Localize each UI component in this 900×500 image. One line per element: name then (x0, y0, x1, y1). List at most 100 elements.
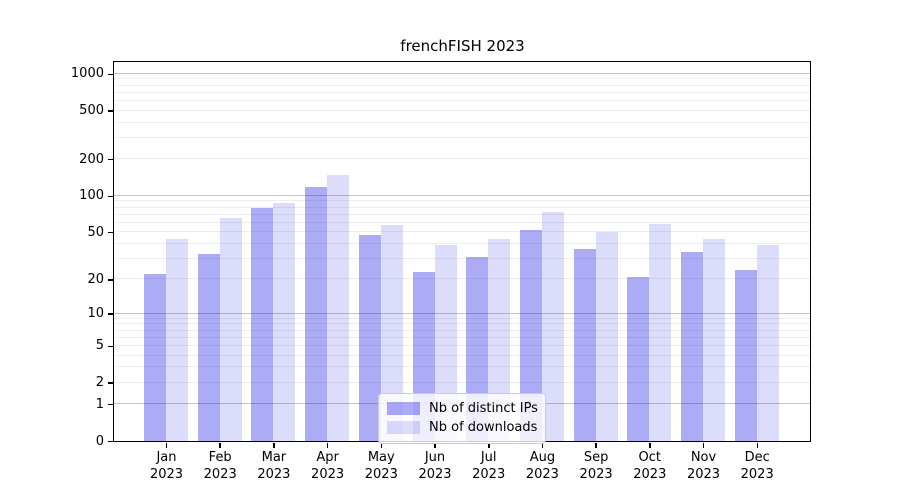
x-tick-label-sep: Sep 2023 (579, 450, 613, 482)
bar-distinct-ips-apr (305, 186, 328, 441)
y-tick-mark-50 (108, 231, 113, 234)
y-tick-mark-200 (108, 158, 113, 161)
y-tick-mark-1000 (108, 73, 113, 76)
x-tick-label-jun: Jun 2023 (418, 450, 452, 482)
gridline-minor-200 (114, 158, 810, 160)
legend-item-downloads: Nb of downloads (387, 418, 537, 437)
gridline-minor-600 (114, 100, 810, 101)
gridline-minor-30 (114, 257, 810, 259)
x-tick-label-jul: Jul 2023 (472, 450, 506, 482)
gridline-minor-700 (114, 91, 810, 93)
bar-downloads-apr (327, 175, 350, 441)
y-tick-label-500: 500 (79, 103, 104, 119)
gridline-minor-20 (114, 278, 810, 280)
y-tick-mark-1 (108, 403, 113, 406)
x-tick-mark-nov (702, 443, 705, 448)
gridline-minor-4 (114, 354, 810, 356)
legend-label-distinct-ips: Nb of distinct IPs (429, 400, 538, 416)
y-tick-mark-20 (108, 279, 113, 281)
y-tick-mark-10 (108, 313, 113, 315)
gridline-minor-70 (114, 213, 810, 215)
bar-downloads-sep (595, 232, 618, 441)
gridline-major-1000 (114, 72, 810, 74)
bar-downloads-may (380, 225, 403, 441)
gridline-minor-90 (114, 200, 810, 202)
bar-distinct-ips-jan (144, 274, 166, 441)
y-tick-mark-100 (108, 195, 113, 197)
gridline-major-100 (114, 194, 810, 196)
bar-downloads-dec (756, 245, 779, 441)
x-tick-label-jan: Jan 2023 (149, 450, 184, 482)
y-tick-label-0: 0 (95, 433, 104, 449)
y-tick-label-1: 1 (95, 396, 104, 412)
x-tick-mark-sep (595, 443, 597, 448)
legend-swatch-downloads-icon (387, 421, 420, 434)
y-tick-label-10: 10 (87, 306, 104, 322)
gridline-minor-60 (114, 221, 810, 223)
legend-swatch-distinct-ips-icon (387, 402, 420, 415)
x-tick-label-feb: Feb 2023 (203, 450, 237, 482)
gridline-minor-2 (114, 381, 810, 383)
bar-downloads-jan (166, 238, 188, 441)
x-tick-mark-mar (273, 443, 275, 448)
chart-title: frenchFISH 2023 (400, 37, 525, 55)
gridline-minor-8 (114, 323, 810, 325)
plot-area: Nb of distinct IPs Nb of downloads (113, 61, 811, 444)
x-tick-mark-jul (488, 443, 490, 448)
gridline-minor-800 (114, 84, 810, 86)
x-tick-label-may: May 2023 (364, 450, 398, 482)
y-tick-mark-500 (108, 110, 113, 112)
bar-downloads-oct (649, 224, 672, 441)
bar-distinct-ips-mar (251, 207, 274, 441)
gridline-minor-9 (114, 317, 810, 319)
gridline-minor-40 (114, 242, 810, 244)
x-tick-label-apr: Apr 2023 (311, 450, 345, 482)
x-tick-mark-dec (756, 443, 758, 448)
gridline-minor-50 (114, 231, 810, 233)
gridline-minor-300 (114, 136, 810, 138)
bar-downloads-mar (273, 202, 296, 441)
bar-downloads-jun (434, 245, 457, 441)
y-tick-label-5: 5 (95, 338, 104, 354)
y-tick-label-1000: 1000 (70, 66, 104, 82)
x-tick-label-mar: Mar 2023 (257, 450, 291, 482)
gridline-minor-7 (114, 329, 810, 331)
bar-distinct-ips-nov (681, 252, 703, 441)
y-tick-mark-0 (108, 440, 113, 443)
x-tick-mark-apr (326, 443, 329, 448)
y-tick-mark-2 (108, 382, 113, 384)
x-tick-mark-may (380, 443, 383, 448)
bar-distinct-ips-aug (519, 230, 542, 441)
bar-distinct-ips-dec (734, 269, 757, 441)
x-tick-label-dec: Dec 2023 (740, 450, 774, 482)
x-tick-label-oct: Oct 2023 (633, 450, 667, 482)
x-tick-mark-feb (219, 443, 221, 448)
y-tick-label-200: 200 (79, 151, 104, 167)
bar-distinct-ips-oct (627, 276, 650, 441)
y-tick-mark-5 (108, 345, 113, 347)
x-tick-mark-aug (541, 443, 544, 448)
bar-downloads-jul (488, 238, 511, 441)
gridline-minor-5 (114, 344, 810, 346)
gridline-major-10 (114, 312, 810, 314)
x-tick-label-nov: Nov 2023 (686, 450, 721, 482)
bar-distinct-ips-sep (573, 249, 596, 441)
bar-downloads-feb (219, 218, 242, 441)
legend-item-distinct-ips: Nb of distinct IPs (387, 399, 538, 418)
bar-distinct-ips-may (358, 235, 381, 441)
gridline-minor-400 (114, 121, 810, 123)
legend-label-downloads: Nb of downloads (429, 419, 538, 435)
y-tick-label-100: 100 (79, 188, 104, 204)
gridline-minor-3 (114, 366, 810, 368)
x-tick-mark-jan (165, 443, 168, 448)
gridline-minor-900 (114, 78, 810, 80)
gridline-minor-500 (114, 109, 810, 111)
legend: Nb of distinct IPs Nb of downloads (378, 393, 546, 444)
y-tick-label-20: 20 (87, 271, 104, 287)
y-tick-label-50: 50 (87, 224, 104, 240)
y-tick-label-2: 2 (95, 375, 104, 391)
x-tick-label-aug: Aug 2023 (525, 450, 559, 482)
gridline-minor-80 (114, 206, 810, 208)
x-tick-mark-jun (434, 443, 436, 448)
